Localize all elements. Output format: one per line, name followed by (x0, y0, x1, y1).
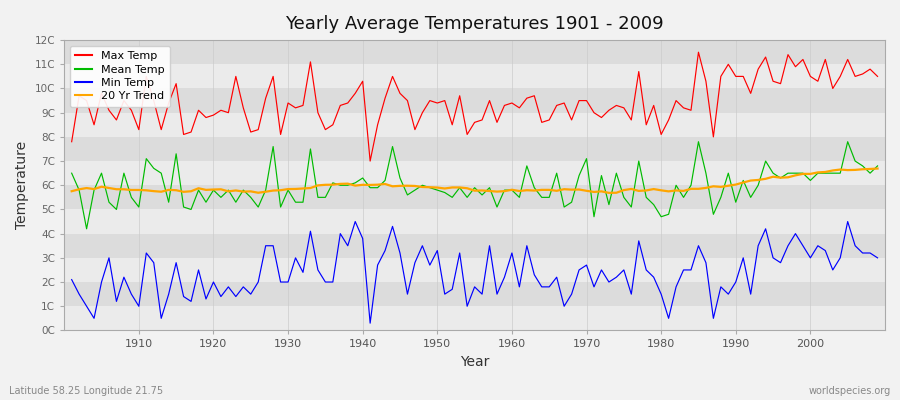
Bar (64, 234, 885, 258)
X-axis label: Year: Year (460, 355, 490, 369)
Legend: Max Temp, Mean Temp, Min Temp, 20 Yr Trend: Max Temp, Mean Temp, Min Temp, 20 Yr Tre… (70, 46, 170, 107)
Text: Latitude 58.25 Longitude 21.75: Latitude 58.25 Longitude 21.75 (9, 386, 163, 396)
Bar (64, 185, 885, 210)
Bar (64, 210, 885, 234)
Text: worldspecies.org: worldspecies.org (809, 386, 891, 396)
Bar (64, 40, 885, 64)
Title: Yearly Average Temperatures 1901 - 2009: Yearly Average Temperatures 1901 - 2009 (285, 15, 664, 33)
Bar (64, 137, 885, 161)
Bar (64, 88, 885, 113)
Bar (64, 113, 885, 137)
Bar (64, 64, 885, 88)
Bar (64, 306, 885, 330)
Bar (64, 258, 885, 282)
Bar (64, 161, 885, 185)
Bar (64, 282, 885, 306)
Y-axis label: Temperature: Temperature (15, 141, 29, 229)
